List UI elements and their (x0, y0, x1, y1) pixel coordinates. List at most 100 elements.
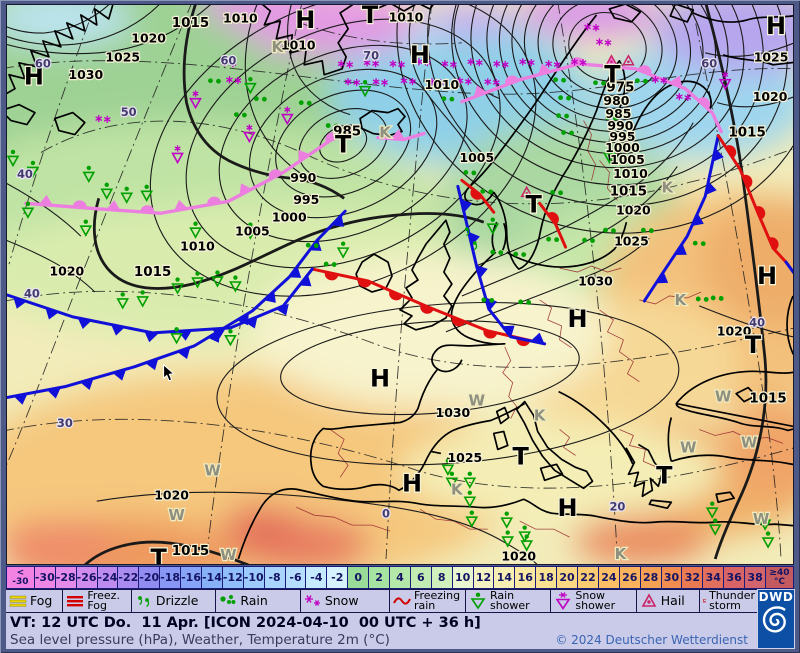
legend-item-drizzle: Drizzle (132, 590, 217, 612)
temp-scale-cell: 34 (703, 567, 725, 588)
rain-shower-symbol (140, 184, 153, 202)
pressure-label: 1025 (105, 49, 140, 64)
temp-scale-cell: 32 (682, 567, 704, 588)
pressure-label: 1015 (610, 184, 647, 199)
high-center-label: H (766, 12, 786, 40)
warm-airmass-letter: W (168, 506, 185, 524)
pressure-label: 995 (609, 129, 635, 144)
pressure-label: 1020 (131, 30, 166, 45)
weather-fronts (7, 56, 793, 405)
rain-symbol (305, 242, 319, 249)
warm-front (310, 267, 547, 347)
rain-shower-symbol (336, 241, 350, 259)
temp-scale-cell: -28 (55, 567, 77, 588)
temp-scale-cell: 8 (431, 567, 453, 588)
low-center-label: T (745, 331, 762, 359)
legend-item-freezing-fog: Freez. Fog (63, 590, 132, 612)
temp-scale-cell: ≥40 °C (766, 567, 793, 588)
temp-scale-cell: 10 (452, 567, 474, 588)
map-labels: 1015 101010101010101010051020102510309859… (16, 5, 790, 564)
drizzle-icon (138, 596, 150, 607)
weather-map-image: 1015 101010101010101010051020102510309859… (7, 5, 793, 564)
temp-scale-cell: 12 (473, 567, 495, 588)
rain-symbol (558, 95, 571, 101)
graticule-label: 50 (121, 105, 137, 119)
rain-shower-symbol (705, 501, 719, 519)
rain-symbol (490, 249, 504, 256)
snow-symbol (372, 78, 388, 87)
warm-airmass-letter: W (715, 388, 732, 406)
cold-airmass-letter: K (662, 178, 675, 196)
snow-icon (304, 595, 320, 606)
temp-scale-cell: -20 (139, 567, 161, 588)
warm-front (538, 201, 568, 249)
warm-front (716, 134, 788, 264)
snow-shower-symbol (718, 71, 732, 91)
rain-symbol (605, 115, 618, 121)
low-center-label: T (604, 61, 621, 89)
pressure-label: 1030 (436, 405, 471, 420)
temp-scale-cell: 30 (661, 567, 683, 588)
hail-symbol (520, 185, 533, 198)
pressure-label: 1020 (501, 549, 536, 564)
drizzle-symbol (464, 227, 470, 237)
warm-airmass-letter: W (204, 461, 221, 479)
rain-shower-symbol (229, 275, 242, 293)
snow-symbol (428, 78, 444, 87)
cold-airmass-letter: K (674, 291, 687, 309)
high-center-label: H (410, 41, 430, 69)
pressure-label: 975 (606, 81, 634, 96)
legend-item-label: Fog (30, 593, 53, 608)
rain-shower-symbol (100, 182, 114, 200)
temp-scale-cell: -18 (160, 567, 182, 588)
pressure-label: 1020 (50, 264, 85, 279)
low-center-label: T (150, 544, 167, 564)
graticule-label: 30 (57, 416, 73, 430)
rain-shower-symbol (120, 186, 134, 204)
temp-scale-cell: 14 (494, 567, 516, 588)
isobars (7, 5, 793, 564)
rain-shower-symbol (82, 165, 96, 184)
temp-scale-cell: -30 (34, 567, 56, 588)
rain-shower-symbol (116, 292, 130, 310)
rain-shower-symbol (758, 513, 772, 531)
pressure-label: 1020 (753, 89, 788, 104)
rain-shower-symbol (21, 201, 35, 219)
snow-symbol (651, 76, 668, 85)
warm-airmass-letter: W (680, 438, 697, 456)
cold-front (7, 209, 347, 405)
graticule-label: 60 (701, 56, 717, 70)
pressure-label: 1000 (272, 210, 307, 225)
cold-front (456, 184, 547, 346)
snow-shower-icon (555, 592, 571, 610)
legend-item-label: Drizzle (155, 593, 199, 608)
rain-shower-symbol (26, 160, 40, 179)
legend-item-label: Freez. Fog (87, 590, 120, 612)
snow-symbol (519, 58, 535, 67)
legend-item-hail: Hail (637, 590, 700, 612)
temperature-scale: < -30 -30 -28 -26 -24 -22 -20 -18 -16 -14 -12 -10 -8-… (6, 566, 794, 589)
temp-scale-cell: -8 (264, 567, 286, 588)
rain-shower-symbol (171, 277, 184, 295)
low-center-label: T (525, 190, 542, 218)
rain-symbol (513, 251, 527, 257)
cold-airmass-letter: K (379, 124, 392, 142)
pressure-label: 985 (605, 106, 631, 121)
snow-symbol (363, 59, 379, 68)
parameter-text: Sea level pressure (hPa), Weather, Tempe… (10, 632, 390, 648)
rain-icon (220, 595, 236, 604)
low-center-label: T (362, 5, 379, 29)
pressure-label: 1020 (616, 203, 651, 218)
snow-shower-symbol (243, 124, 256, 144)
legend-item-label: Hail (660, 593, 685, 608)
rain-symbol (518, 299, 532, 305)
high-center-label: H (558, 494, 578, 522)
temp-scale-cell: -2 (327, 567, 349, 588)
rain-shower-symbol (708, 518, 722, 536)
freezing-rain-icon (393, 597, 411, 605)
legend-item-label: Rain (240, 593, 268, 608)
snow-symbol (484, 78, 500, 87)
warm-airmass-letter: W (741, 433, 758, 451)
temp-scale-cell: < -30 (7, 567, 35, 588)
rain-symbol (692, 240, 706, 247)
